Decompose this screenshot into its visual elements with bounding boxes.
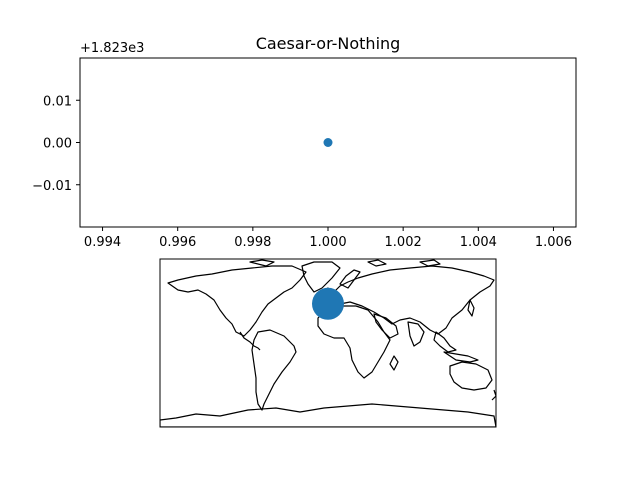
x-tick-label: 1.004 bbox=[460, 235, 497, 250]
coastline-central-america bbox=[239, 331, 261, 351]
scatter-axes: Caesar-or-Nothing +1.823e3 0.994 0.996 0.9… bbox=[32, 34, 577, 250]
scatter-axes-frame bbox=[79, 57, 577, 228]
coastline-arabia bbox=[373, 313, 399, 339]
coastline-japan bbox=[467, 299, 475, 317]
coastline-australia bbox=[449, 361, 493, 391]
chart-title: Caesar-or-Nothing bbox=[256, 34, 401, 53]
coastline-greenland bbox=[301, 261, 341, 293]
coastline-scandinavia bbox=[339, 269, 361, 289]
coastline-antarctica bbox=[160, 403, 496, 427]
map-background bbox=[160, 259, 496, 427]
x-tick-label: 0.996 bbox=[159, 235, 196, 250]
coastline-north-america bbox=[167, 265, 307, 337]
coastline-south-america bbox=[251, 329, 297, 411]
map-axes bbox=[159, 258, 497, 428]
y-tick-label: 0.01 bbox=[43, 94, 72, 109]
y-tick-label: 0.00 bbox=[43, 137, 72, 152]
x-tick-label: 1.000 bbox=[309, 235, 346, 250]
x-tick-label: 1.006 bbox=[535, 235, 572, 250]
coastline-madagascar bbox=[389, 355, 399, 371]
y-axis-offset-label: +1.823e3 bbox=[80, 41, 144, 56]
coastline-africa bbox=[317, 305, 391, 379]
coastline-southeast-asia bbox=[433, 331, 457, 353]
map-point-marker bbox=[312, 287, 344, 320]
coastline-new-zealand bbox=[491, 389, 496, 401]
coastline-indonesia bbox=[443, 351, 479, 363]
y-tick-label: −0.01 bbox=[32, 179, 72, 194]
x-tick-label: 0.994 bbox=[84, 235, 121, 250]
map-axes-frame bbox=[159, 258, 497, 428]
x-tick-label: 0.998 bbox=[234, 235, 271, 250]
coastline-arctic-islands bbox=[249, 259, 441, 267]
coastline-india bbox=[407, 321, 425, 347]
scatter-point bbox=[323, 138, 333, 147]
x-tick-label: 1.002 bbox=[385, 235, 422, 250]
